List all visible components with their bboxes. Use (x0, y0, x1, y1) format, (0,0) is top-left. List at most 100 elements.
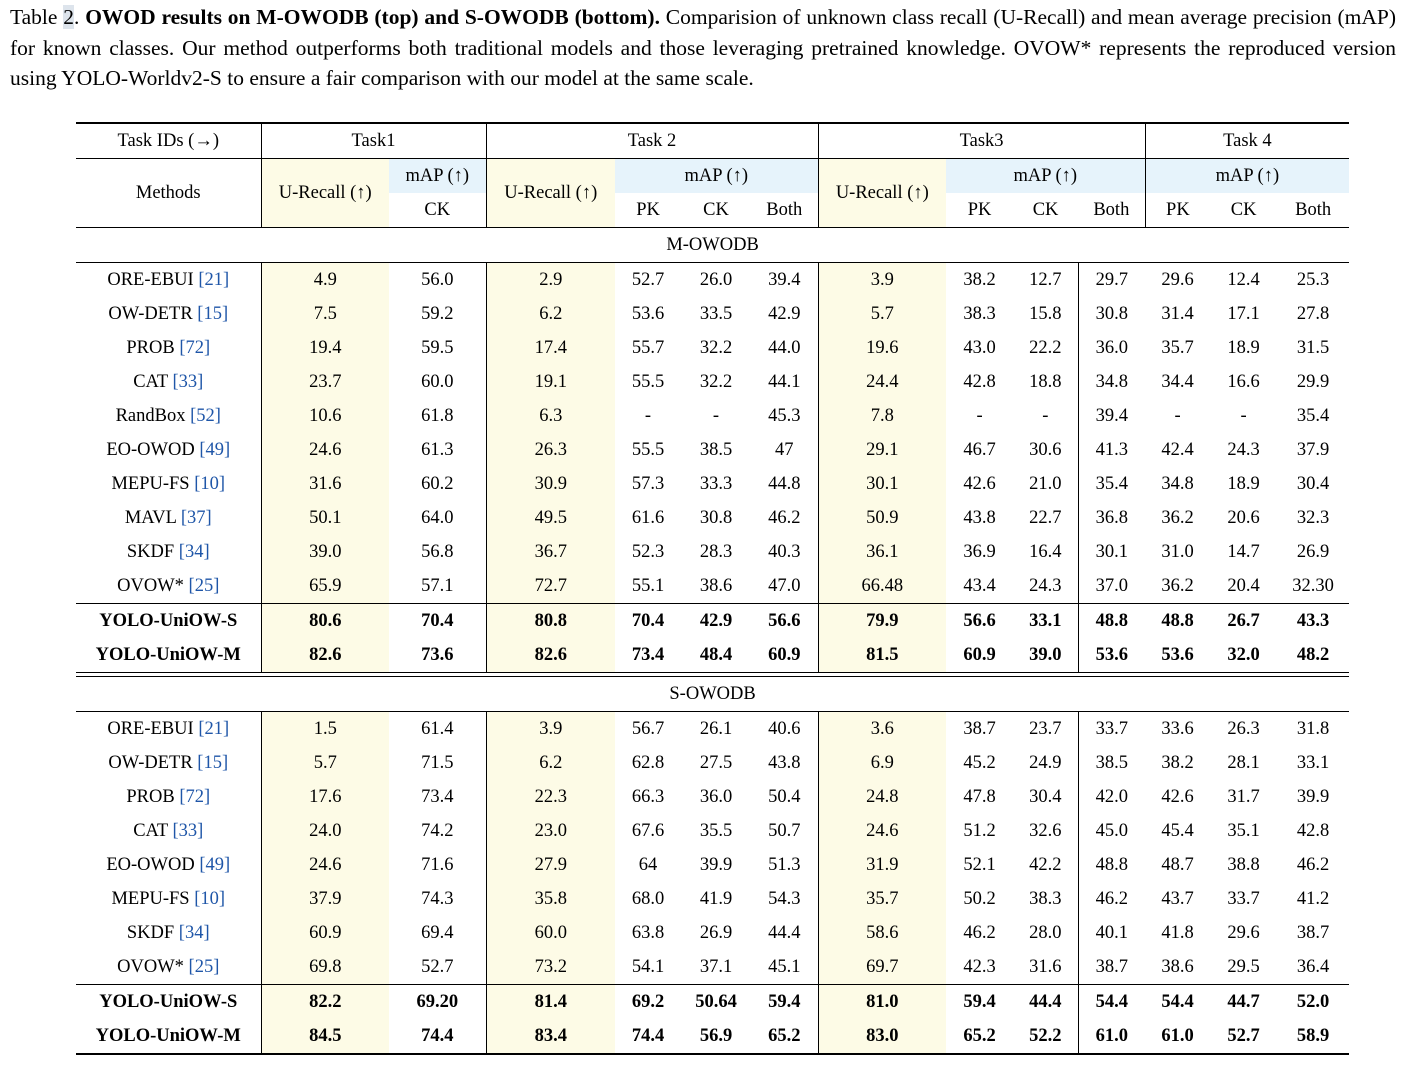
value-cell: 40.3 (768, 541, 801, 562)
method-name-cell: YOLO-UniOW-M (76, 1019, 261, 1055)
citation-link[interactable]: [52] (190, 405, 221, 426)
value-cell: 30.6 (1029, 439, 1062, 460)
t3-ck-header: CK (1032, 199, 1059, 220)
value-cell: 38.7 (963, 718, 996, 739)
value-cell: 42.8 (1296, 820, 1330, 841)
value-cell: 61.4 (421, 718, 454, 739)
citation-link[interactable]: [15] (197, 752, 229, 773)
citation-link[interactable]: [33] (172, 820, 204, 841)
value-cell: 36.0 (699, 786, 733, 807)
citation-link[interactable]: [33] (172, 371, 204, 392)
value-cell: 31.0 (1161, 541, 1194, 562)
value-cell: 40.6 (768, 718, 801, 739)
caption-label: Table (10, 5, 58, 29)
value-cell: 50.64 (681, 984, 752, 1019)
citation-link[interactable]: [72] (179, 786, 211, 807)
t4-both-header: Both (1295, 199, 1332, 220)
task-ids-header: Task IDs (→) (76, 122, 261, 159)
citation-link[interactable]: [10] (194, 888, 226, 909)
table-row: PROB [72] 17.6 73.4 22.3 66.3 36.0 50.4 24.8 47.… (76, 780, 1349, 814)
value-cell: 33.7 (1077, 711, 1146, 746)
value-cell: 39.9 (699, 854, 733, 875)
value-cell: 36.1 (817, 535, 947, 569)
method-name: YOLO-UniOW-M (95, 644, 241, 665)
table-row: OVOW* [25] 65.9 57.1 72.7 55.1 38.6 47.0 66.48 4… (76, 569, 1349, 604)
value-cell: 18.9 (1227, 337, 1260, 358)
value-cell: 42.8 (963, 371, 996, 392)
value-cell: 23.7 (1029, 718, 1062, 739)
value-cell: 39.4 (1077, 399, 1146, 433)
value-cell: 66.3 (631, 786, 665, 807)
value-cell: 16.6 (1227, 371, 1260, 392)
caption-number[interactable]: 2 (63, 5, 75, 29)
value-cell: 30.1 (817, 467, 947, 501)
method-name: ORE-EBUI (107, 269, 194, 290)
method-name: PROB (126, 786, 175, 807)
t3-pk-header: PK (967, 199, 992, 220)
method-name: YOLO-UniOW-M (95, 1025, 241, 1046)
table-row: OW-DETR [15] 7.5 59.2 6.2 53.6 33.5 42.9 5.7 38.… (76, 297, 1349, 331)
value-cell: 29.6 (1161, 269, 1194, 290)
value-cell: 37.0 (1077, 569, 1146, 604)
citation-link[interactable]: [49] (199, 854, 231, 875)
citation-link[interactable]: [34] (178, 922, 210, 943)
value-cell: 19.1 (485, 365, 616, 399)
value-cell: 69.2 (615, 984, 682, 1019)
value-cell: 84.5 (260, 1019, 389, 1055)
citation-link[interactable]: [15] (197, 303, 229, 324)
table-row: EO-OWOD [49] 24.6 61.3 26.3 55.5 38.5 47 29.1 46… (76, 433, 1349, 467)
citation-link[interactable]: [21] (198, 718, 230, 739)
value-cell: 36.9 (963, 541, 996, 562)
value-cell: 72.7 (485, 569, 616, 604)
value-cell: 43.8 (768, 752, 801, 773)
value-cell: 41.3 (1077, 433, 1146, 467)
value-cell: 23.7 (260, 365, 389, 399)
value-cell: 16.4 (1029, 541, 1062, 562)
method-name: PROB (126, 337, 175, 358)
citation-link[interactable]: [25] (188, 575, 220, 596)
value-cell: 44.8 (768, 473, 801, 494)
value-cell: 69.4 (421, 922, 454, 943)
citation-link[interactable]: [49] (199, 439, 231, 460)
value-cell: 50.4 (768, 786, 801, 807)
value-cell: 71.5 (421, 752, 454, 773)
value-cell: 57.3 (631, 473, 665, 494)
value-cell: 31.8 (1296, 718, 1330, 739)
value-cell: 36.4 (1296, 956, 1330, 977)
citation-link[interactable]: [25] (188, 956, 220, 977)
section-title: S-OWODB (76, 676, 1350, 712)
t1-map-header: mAP (↑) (389, 158, 487, 193)
value-cell: 7.5 (260, 297, 389, 331)
value-cell: 30.4 (1029, 786, 1062, 807)
value-cell: 47.8 (963, 786, 996, 807)
value-cell: 33.1 (1013, 603, 1079, 638)
citation-link[interactable]: [72] (179, 337, 211, 358)
citation-link[interactable]: [37] (180, 507, 212, 528)
value-cell: 62.8 (631, 752, 665, 773)
value-cell: 50.1 (260, 501, 389, 535)
value-cell: 65.9 (260, 569, 389, 604)
value-cell: 37.9 (1296, 439, 1330, 460)
value-cell: 59.5 (421, 337, 454, 358)
value-cell: 46.2 (1296, 854, 1330, 875)
value-cell: 45.0 (1077, 814, 1146, 848)
citation-link[interactable]: [34] (178, 541, 210, 562)
method-name: ORE-EBUI (107, 718, 194, 739)
value-cell: 41.8 (1161, 922, 1194, 943)
citation-link[interactable]: [21] (198, 269, 230, 290)
value-cell: 42.6 (963, 473, 996, 494)
table-row: CAT [33] 23.7 60.0 19.1 55.5 32.2 44.1 24.4 42.8… (76, 365, 1349, 399)
method-name: YOLO-UniOW-S (99, 991, 238, 1012)
value-cell: 7.8 (817, 399, 947, 433)
value-cell: 32.3 (1296, 507, 1330, 528)
value-cell: 50.2 (963, 888, 996, 909)
value-cell: 80.8 (485, 603, 616, 638)
value-cell: 20.6 (1227, 507, 1260, 528)
value-cell: 29.7 (1077, 262, 1146, 297)
t2-both-header: Both (766, 199, 803, 220)
value-cell: 17.4 (485, 331, 616, 365)
value-cell: 33.5 (699, 303, 733, 324)
citation-link[interactable]: [10] (194, 473, 226, 494)
value-cell: 40.1 (1077, 916, 1146, 950)
table-row: RandBox [52] 10.6 61.8 6.3- -45.3 7.8- -39.4- -… (76, 399, 1349, 433)
